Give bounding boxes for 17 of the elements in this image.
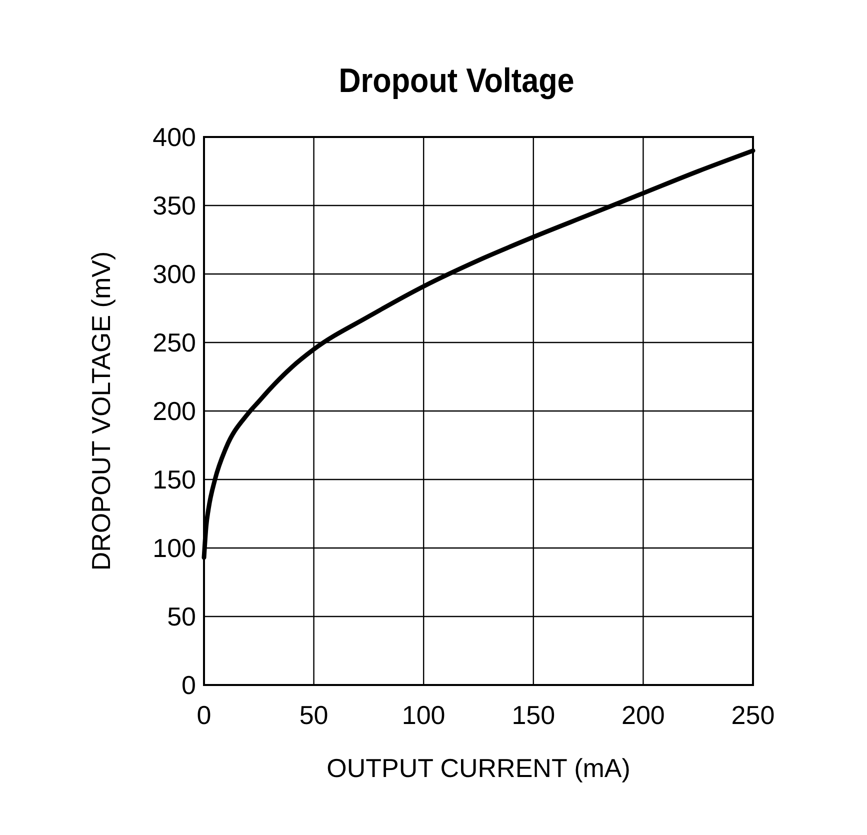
x-tick-label: 250 <box>731 700 775 730</box>
x-axis-title: OUTPUT CURRENT (mA) <box>326 753 630 783</box>
y-tick-label: 100 <box>152 533 196 563</box>
chart-title: Dropout Voltage <box>338 62 574 100</box>
y-tick-label: 300 <box>152 259 196 289</box>
x-tick-label: 100 <box>402 700 446 730</box>
y-tick-label: 50 <box>167 602 196 632</box>
y-tick-label: 250 <box>152 328 196 358</box>
y-tick-label: 0 <box>182 670 196 700</box>
y-tick-label: 350 <box>152 190 196 220</box>
y-tick-label: 150 <box>152 464 196 494</box>
y-tick-label: 200 <box>152 396 196 426</box>
y-tick-label: 400 <box>152 122 196 152</box>
x-tick-label: 150 <box>512 700 556 730</box>
x-tick-label: 200 <box>622 700 665 730</box>
x-tick-label: 50 <box>299 700 328 730</box>
y-axis-title: DROPOUT VOLTAGE (mV) <box>86 251 116 571</box>
